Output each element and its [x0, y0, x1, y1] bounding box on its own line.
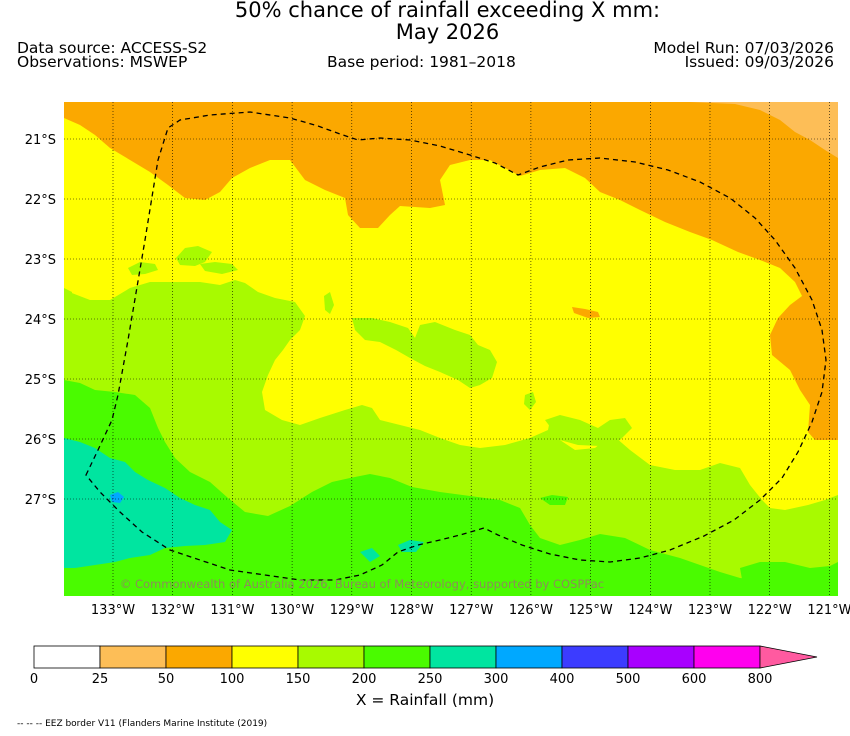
longitude-label: 133°W: [91, 603, 135, 618]
model-run-label: Model Run: 07/03/2026: [653, 39, 834, 57]
colorbar-box: [33, 645, 101, 669]
latitude-label: 27°S: [25, 493, 56, 508]
field-150-200-patch: [176, 246, 212, 266]
field-250-300-patch: [100, 546, 128, 560]
longitude-label: 127°W: [449, 603, 493, 618]
field-50-100: [64, 102, 838, 440]
latitude-label: 23°S: [25, 253, 56, 268]
longitude-label: 128°W: [389, 603, 433, 618]
colorbar-box: [165, 645, 233, 669]
colorbar-box: [99, 645, 167, 669]
colorbar-box: [561, 645, 629, 669]
graticule: [64, 102, 838, 596]
colorbar-box: [693, 645, 761, 669]
colorbar-boxes: [33, 645, 818, 669]
observations-label: Observations: MSWEP: [17, 53, 188, 71]
field-200-250-patch: [740, 562, 838, 596]
issued-label: Issued: 09/03/2026: [684, 53, 834, 71]
field-50-100-patch: [572, 307, 600, 318]
chart-subtitle-month: May 2026: [395, 20, 500, 44]
field-150-200-patch: [128, 262, 158, 275]
longitude-label: 129°W: [330, 603, 374, 618]
latitude-label: 25°S: [25, 373, 56, 388]
field-150-200-patch: [200, 262, 238, 274]
colorbar-tick-label: 150: [286, 672, 311, 687]
latitude-label: 22°S: [25, 193, 56, 208]
colorbar-box: [297, 645, 365, 669]
copyright-notice: © Commonwealth of Australia 2026, Bureau…: [120, 577, 604, 591]
longitude-labels: 133°W 132°W 131°W 130°W 129°W 128°W 127°W 126°W…: [91, 603, 850, 618]
colorbar-tick-label: 250: [418, 672, 443, 687]
colorbar-tick-label: 50: [158, 672, 175, 687]
longitude-label: 130°W: [270, 603, 314, 618]
rainfall-map: © Commonwealth of Australia 2026, Bureau…: [25, 102, 850, 618]
field-150-200-patch: [324, 292, 334, 314]
field-250-300-patch: [360, 548, 380, 562]
eez-footnote: -- -- -- EEZ border V11 (Flanders Marine…: [17, 719, 268, 729]
longitude-label: 123°W: [688, 603, 732, 618]
colorbar-tick-label: 0: [30, 672, 38, 687]
chart-title: 50% chance of rainfall exceeding X mm:: [234, 0, 661, 22]
field-250-300: [64, 438, 232, 568]
base-period-label: Base period: 1981–2018: [327, 53, 516, 71]
latitude-label: 21°S: [25, 133, 56, 148]
colorbar-tick-label: 500: [616, 672, 641, 687]
longitude-label: 121°W: [807, 603, 850, 618]
longitude-label: 131°W: [210, 603, 254, 618]
field-150-200-patch: [524, 392, 536, 410]
colorbar-tick-label: 600: [682, 672, 707, 687]
colorbar-tick-labels: 0 25 50 100 150 200 250 300 400 500 600 800: [30, 672, 773, 687]
colorbar-box: [627, 645, 695, 669]
colorbar-tick-label: 200: [352, 672, 377, 687]
data-source-label: Data source: ACCESS-S2: [17, 39, 208, 57]
longitude-label: 124°W: [628, 603, 672, 618]
colorbar-box: [363, 645, 431, 669]
field-250-300-patch: [398, 540, 424, 552]
colorbar-tick-label: 300: [484, 672, 509, 687]
colorbar-tick-label: 400: [550, 672, 575, 687]
latitude-label: 26°S: [25, 433, 56, 448]
rainfall-field: [64, 102, 838, 596]
longitude-label: 125°W: [569, 603, 613, 618]
field-200-250: [64, 380, 838, 596]
colorbar-tick-label: 25: [92, 672, 109, 687]
field-25-50: [690, 102, 838, 158]
field-300-400-patch: [110, 492, 124, 503]
field-200-250-patch: [540, 495, 568, 505]
colorbar-extend-arrow: [759, 645, 818, 669]
colorbar-box: [495, 645, 563, 669]
colorbar-label: X = Rainfall (mm): [355, 691, 495, 709]
eez-border: [85, 111, 827, 581]
longitude-label: 122°W: [748, 603, 792, 618]
colorbar-tick-label: 800: [748, 672, 773, 687]
field-150-200-patch: [545, 415, 632, 446]
field-150-200-patch: [64, 288, 72, 308]
latitude-label: 24°S: [25, 313, 56, 328]
field-150-200-patch: [352, 318, 497, 388]
longitude-label: 132°W: [151, 603, 195, 618]
latitude-labels: 21°S 22°S 23°S 24°S 25°S 26°S 27°S: [25, 133, 56, 508]
colorbar-box: [429, 645, 497, 669]
colorbar-tick-label: 100: [220, 672, 245, 687]
longitude-label: 126°W: [509, 603, 553, 618]
colorbar-box: [231, 645, 299, 669]
